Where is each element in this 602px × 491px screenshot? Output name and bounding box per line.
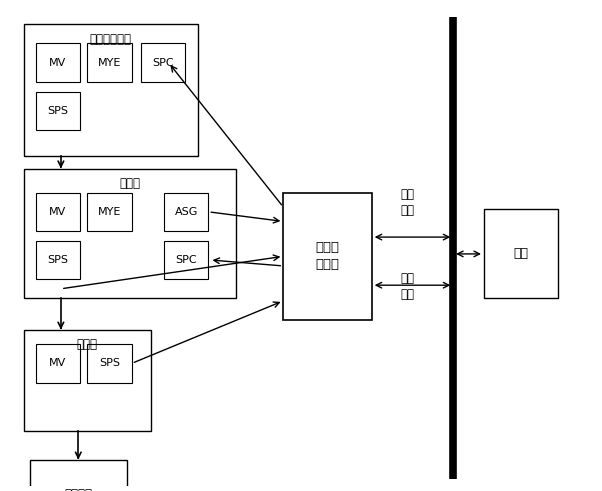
Bar [36,192,80,231]
Bar [87,344,132,382]
Bar [36,241,80,279]
Text: SPC: SPC [152,57,173,68]
Bar [23,24,197,157]
Text: 并网接口装置: 并网接口装置 [90,33,132,46]
Text: 区域管
控装置: 区域管 控装置 [315,242,340,272]
Bar [284,192,372,320]
Text: 汇流箱: 汇流箱 [76,338,98,352]
Text: ASG: ASG [175,207,198,217]
Text: MYE: MYE [98,207,121,217]
Text: MV: MV [49,358,66,368]
Text: MV: MV [49,207,66,217]
Bar [164,241,208,279]
Bar [164,192,208,231]
Bar [87,43,132,82]
Text: 逆变器: 逆变器 [119,177,140,190]
Bar [140,43,185,82]
Text: SPS: SPS [47,106,68,116]
Bar [29,460,127,491]
Text: 图模
文件: 图模 文件 [400,272,414,301]
Bar [87,192,132,231]
Bar [484,210,557,299]
Text: 实时
数据: 实时 数据 [400,188,414,217]
Text: 主站: 主站 [514,247,529,260]
Bar [23,330,150,431]
Bar [23,168,236,299]
Text: SPS: SPS [47,255,68,265]
Text: SPC: SPC [175,255,197,265]
Text: MV: MV [49,57,66,68]
Bar [36,43,80,82]
Text: SPS: SPS [99,358,120,368]
Bar [36,344,80,382]
Bar [36,91,80,130]
Text: MYE: MYE [98,57,121,68]
Text: 光伏组件: 光伏组件 [64,488,92,491]
